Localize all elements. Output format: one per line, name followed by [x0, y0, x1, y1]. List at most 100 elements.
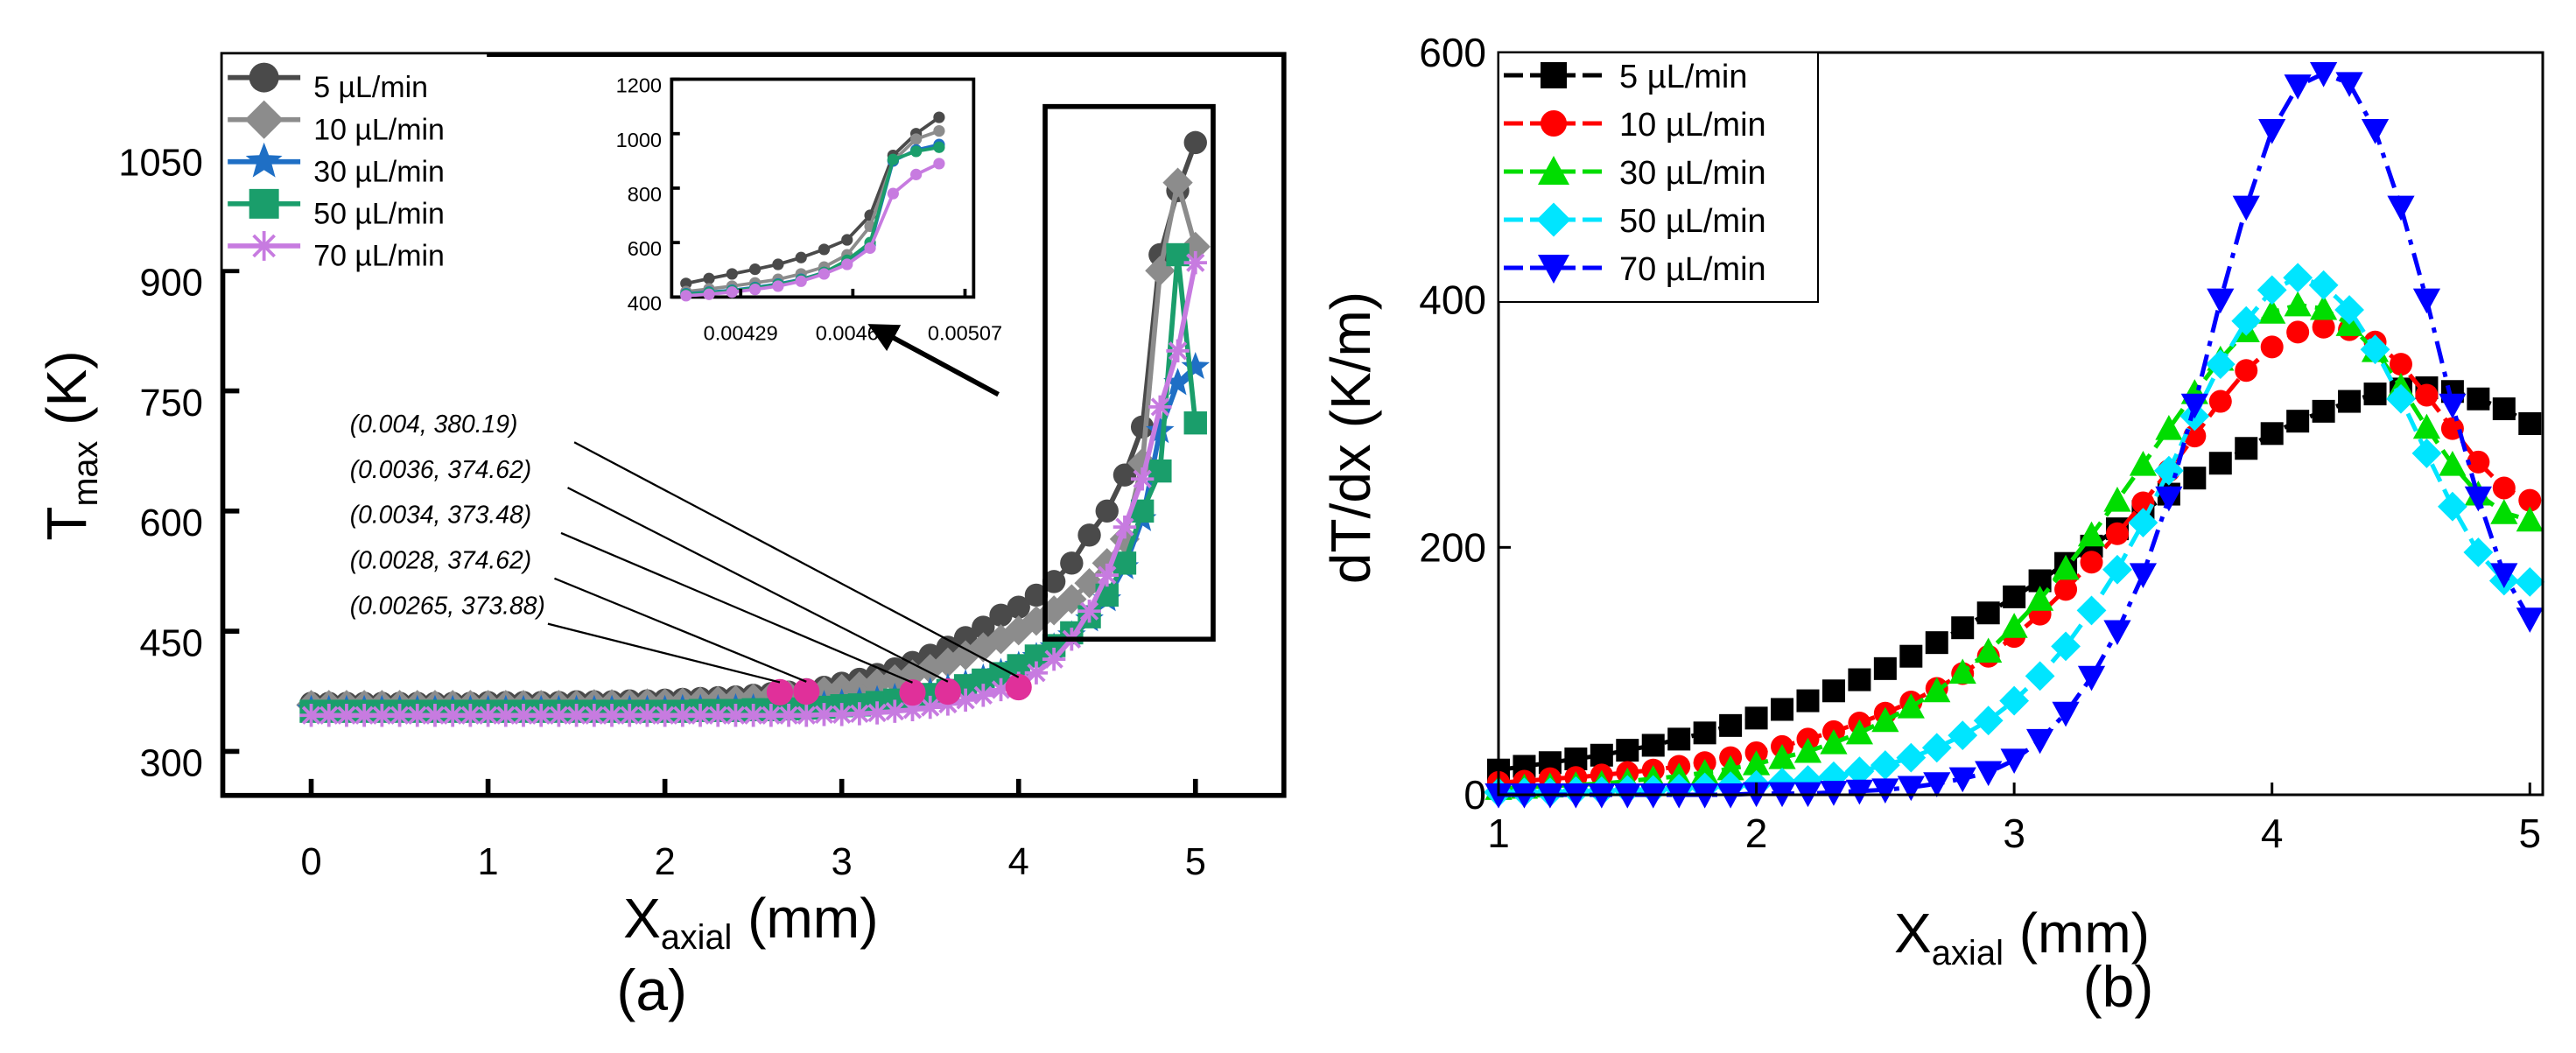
inset-point — [887, 187, 899, 200]
data-point-b — [2180, 393, 2208, 419]
legend-b-marker — [1541, 62, 1567, 88]
data-point-b — [2438, 491, 2467, 522]
inset-point — [772, 258, 784, 270]
data-point-b — [2312, 399, 2335, 423]
data-point-b — [2102, 554, 2132, 585]
data-point-b — [2076, 595, 2107, 626]
data-point-b — [2025, 728, 2054, 755]
data-point-a — [1183, 411, 1207, 435]
data-point-b — [1768, 744, 1796, 769]
y-tick-label-a: 300 — [140, 743, 203, 785]
data-point-b — [1821, 679, 1845, 703]
inset-point — [772, 280, 784, 292]
data-point-a — [972, 615, 995, 639]
data-point-a — [1095, 499, 1119, 523]
data-point-a — [1113, 515, 1137, 539]
data-point-b — [1844, 756, 1875, 787]
data-point-b — [2492, 476, 2516, 500]
data-point-b — [1793, 737, 1822, 763]
data-point-b — [1691, 758, 1719, 784]
data-point-b — [2492, 397, 2516, 421]
x-tick-label-a: 2 — [655, 841, 676, 883]
data-point-b — [1899, 644, 1923, 668]
data-point-b — [1845, 779, 1873, 805]
data-point-b — [2518, 488, 2542, 512]
inset-point — [726, 268, 738, 280]
data-point-b — [2000, 613, 2028, 638]
zoom-box — [1042, 103, 1216, 642]
data-point-b — [2260, 422, 2284, 446]
x-tick-label-a: 4 — [1008, 841, 1029, 883]
data-point-b — [2129, 563, 2158, 589]
x-tick-label-b: 3 — [2003, 811, 2025, 856]
series-a-3 — [299, 242, 1207, 723]
data-point-b — [2105, 522, 2129, 545]
data-point-b — [2235, 359, 2258, 383]
data-point-b — [2412, 413, 2441, 439]
data-point-b — [2515, 567, 2545, 597]
y-tick-label-b: 200 — [1419, 524, 1486, 570]
data-point-b — [2464, 486, 2492, 512]
data-point-b — [2283, 263, 2313, 293]
legend-b-label: 70 µL/min — [1619, 251, 1766, 288]
annotation-label: (0.0028, 374.62) — [350, 545, 531, 573]
data-point-b — [2052, 554, 2080, 580]
data-point-a — [1007, 595, 1030, 619]
data-point-a — [724, 704, 748, 727]
inset-point — [933, 125, 945, 137]
data-point-a — [812, 703, 836, 727]
data-point-a — [1024, 583, 1049, 607]
data-point-b — [2387, 195, 2415, 221]
data-point-a — [1181, 351, 1211, 380]
inset-point — [680, 277, 692, 290]
data-point-a — [317, 704, 340, 727]
annotation-leader — [547, 622, 781, 684]
data-point-b — [2490, 563, 2518, 589]
data-point-b — [2338, 390, 2362, 413]
x-tick-label-a: 0 — [300, 841, 321, 883]
data-point-b — [2207, 288, 2235, 314]
data-point-b — [2103, 487, 2131, 512]
inset-arrow — [867, 324, 1000, 397]
data-point-a — [352, 704, 376, 727]
legend-a-marker — [245, 142, 283, 178]
inset-point — [818, 268, 831, 280]
data-point-b — [2232, 195, 2260, 221]
data-point-b — [2360, 334, 2390, 365]
data-point-b — [2411, 439, 2442, 468]
data-point-b — [1975, 761, 2003, 787]
data-point-b — [2080, 551, 2103, 574]
data-point-a — [1183, 130, 1207, 155]
y-tick-label-a: 1050 — [118, 142, 202, 184]
data-point-b — [1667, 727, 1691, 751]
data-point-b — [1948, 720, 1978, 751]
data-point-b — [2258, 119, 2286, 144]
inset-point — [749, 284, 762, 296]
inset-plot: 400 600 800 1000 1200 0.00429 0.00468 0.00507 — [616, 74, 1002, 345]
data-point-b — [2386, 383, 2416, 414]
y-tick-label-a: 900 — [140, 263, 203, 305]
data-point-b — [2389, 353, 2412, 376]
data-point-b — [2258, 298, 2286, 324]
x-tick-label-b: 5 — [2518, 811, 2541, 856]
data-point-b — [2467, 450, 2490, 474]
annotation-label: (0.0036, 374.62) — [350, 455, 531, 483]
panel-b: 1 2 3 4 5 0 200 400 600 5 µL/min 10 µL/min 30 µL/m… — [1319, 30, 2545, 1019]
inset-x-tick-label: 0.00507 — [928, 321, 1002, 344]
annotation-label: (0.00265, 373.88) — [350, 591, 545, 619]
panel-label-b: (b) — [2083, 954, 2154, 1019]
data-point-a — [1024, 661, 1049, 684]
data-point-b — [1719, 713, 1743, 737]
data-point-b — [1896, 742, 1927, 773]
data-point-a — [1042, 570, 1066, 593]
annotation-leader — [560, 531, 913, 684]
data-point-b — [2361, 119, 2390, 144]
highlight-point — [793, 678, 820, 706]
inset-point — [910, 133, 923, 145]
data-point-b — [1771, 698, 1794, 721]
data-point-a — [1077, 523, 1101, 547]
panel-b-frame — [1497, 51, 2544, 797]
inset-point — [841, 234, 853, 246]
data-point-b — [1742, 750, 1771, 776]
x-axis-title-b: Xaxial (mm) — [1894, 902, 2150, 972]
